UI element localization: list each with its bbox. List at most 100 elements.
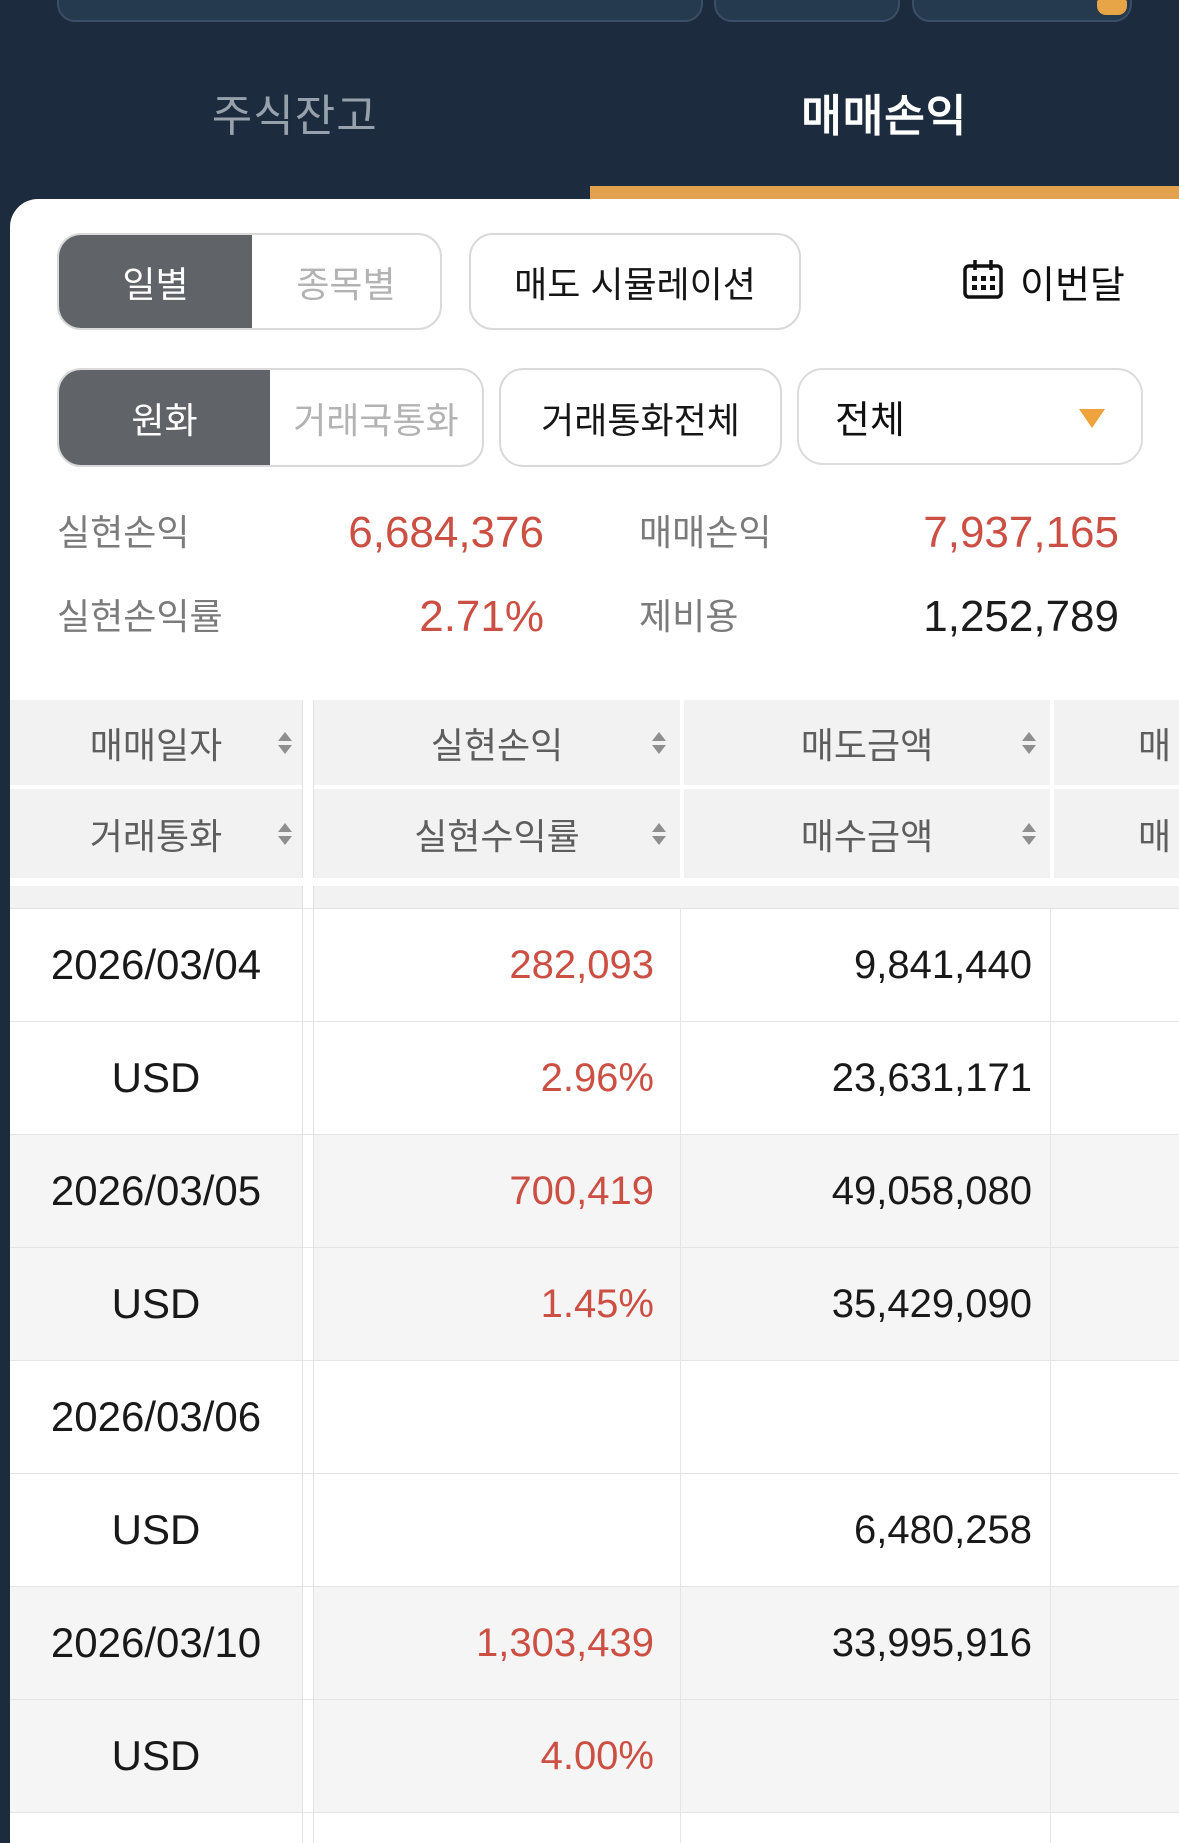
- segment-daily[interactable]: 일별: [59, 235, 252, 328]
- table-row[interactable]: USD 4.00%: [10, 1699, 1179, 1812]
- trading-pl-value: 7,937,165: [923, 508, 1119, 557]
- topbar-button-left[interactable]: [714, 0, 900, 22]
- table-row[interactable]: USD 2.96% 23,631,171: [10, 1021, 1179, 1134]
- header-col4-label: 매: [1138, 815, 1172, 857]
- month-label: 이번달: [1020, 265, 1125, 307]
- cell-realized-return: [314, 1473, 680, 1586]
- all-trade-currency-button[interactable]: 거래통화전체: [499, 368, 782, 467]
- segment-by-symbol[interactable]: 종목별: [296, 263, 396, 305]
- header-buy-amount[interactable]: 매수금액: [680, 789, 1050, 878]
- header-realized-pl[interactable]: 실현손익: [314, 700, 680, 789]
- filter-dropdown[interactable]: 전체: [797, 368, 1143, 465]
- header-realized-return-label: 실현수익률: [414, 815, 580, 857]
- cell-col4: [1050, 1699, 1179, 1812]
- partial-row-bottom: [10, 1812, 1179, 1843]
- cell-realized-return: 4.00%: [314, 1699, 680, 1812]
- tab-stock-balance[interactable]: 주식잔고: [211, 91, 378, 141]
- realized-pl-label: 실현손익: [57, 512, 190, 553]
- partial-row-top: [10, 886, 1179, 908]
- frozen-column-separator: [302, 1247, 314, 1360]
- cell-col4: [1050, 1473, 1179, 1586]
- cell-trade-date: 2026/03/06: [10, 1360, 302, 1473]
- frozen-column-separator: [302, 1134, 314, 1247]
- frozen-column-separator: [302, 1360, 314, 1473]
- total-fees-label: 제비용: [639, 596, 739, 637]
- frozen-column-separator: [302, 789, 314, 878]
- calendar-icon: [961, 257, 1005, 306]
- chevron-down-icon: [1079, 409, 1105, 428]
- realized-pl-value: 6,684,376: [348, 508, 544, 557]
- view-mode-segment: 일별 종목별: [57, 233, 442, 330]
- cell-trade-date: 2026/03/05: [10, 1134, 302, 1247]
- month-selector[interactable]: 이번달: [961, 233, 1125, 330]
- table-header-row-1: 매매일자 실현손익 매도금액 매: [10, 700, 1179, 789]
- cell-col4: [1050, 1586, 1179, 1699]
- frozen-column-separator: [302, 908, 314, 1021]
- topbar-search-box[interactable]: [57, 0, 703, 22]
- frozen-column-separator: [302, 1021, 314, 1134]
- header-trade-currency[interactable]: 거래통화: [10, 789, 302, 878]
- header-trade-date[interactable]: 매매일자: [10, 700, 302, 789]
- segment-krw[interactable]: 원화: [59, 370, 270, 465]
- segment-local-currency[interactable]: 거래국통화: [293, 399, 459, 441]
- sort-icon[interactable]: [652, 731, 666, 754]
- dropdown-value: 전체: [835, 400, 905, 442]
- frozen-column-separator: [302, 1586, 314, 1699]
- tab-trading-pl[interactable]: 매매손익: [801, 91, 968, 141]
- header-col4-clipped[interactable]: 매: [1050, 789, 1179, 878]
- table-row[interactable]: USD 1.45% 35,429,090: [10, 1247, 1179, 1360]
- cell-col4: [1050, 1021, 1179, 1134]
- active-tab-indicator: [590, 186, 1179, 199]
- table-row[interactable]: 2026/03/04 282,093 9,841,440: [10, 908, 1179, 1021]
- table-row[interactable]: 2026/03/10 1,303,439 33,995,916: [10, 1586, 1179, 1699]
- table-row[interactable]: USD 6,480,258: [10, 1473, 1179, 1586]
- tab-bar: 주식잔고 매매손익: [0, 24, 1179, 199]
- cell-sell-amount: [680, 1360, 1050, 1473]
- sort-icon[interactable]: [278, 822, 292, 845]
- header-trade-currency-label: 거래통화: [89, 815, 223, 857]
- sort-icon[interactable]: [278, 731, 292, 754]
- realized-pl-rate-label: 실현손익률: [57, 596, 223, 637]
- cell-trade-currency: USD: [10, 1021, 302, 1134]
- cell-trade-currency: USD: [10, 1247, 302, 1360]
- cell-realized-return: 1.45%: [314, 1247, 680, 1360]
- cell-buy-amount: 35,429,090: [680, 1247, 1050, 1360]
- cell-trade-date: 2026/03/10: [10, 1586, 302, 1699]
- table-row[interactable]: 2026/03/05 700,419 49,058,080: [10, 1134, 1179, 1247]
- realized-pl-rate-value: 2.71%: [419, 592, 544, 641]
- header-col4-clipped[interactable]: 매: [1050, 700, 1179, 789]
- header-realized-return[interactable]: 실현수익률: [314, 789, 680, 878]
- total-fees-value: 1,252,789: [923, 592, 1119, 641]
- sort-icon[interactable]: [1022, 731, 1036, 754]
- content-sheet: 일별 종목별 매도 시뮬레이션 이번달 원: [10, 199, 1179, 1843]
- trading-pl-label: 매매손익: [639, 512, 772, 553]
- cell-col4: [1050, 908, 1179, 1021]
- currency-segment: 원화 거래국통화: [57, 368, 484, 467]
- header-sell-amount-label: 매도금액: [800, 724, 934, 766]
- cell-realized-pl: 700,419: [314, 1134, 680, 1247]
- cell-buy-amount: [680, 1699, 1050, 1812]
- cell-buy-amount: 23,631,171: [680, 1021, 1050, 1134]
- sort-icon[interactable]: [652, 822, 666, 845]
- cell-realized-return: 2.96%: [314, 1021, 680, 1134]
- frozen-column-separator: [302, 1699, 314, 1812]
- cell-col4: [1050, 1360, 1179, 1473]
- header-realized-pl-label: 실현손익: [430, 724, 564, 766]
- cell-col4: [1050, 1247, 1179, 1360]
- topbar-orange-badge: [1097, 0, 1127, 15]
- cell-realized-pl: [314, 1360, 680, 1473]
- header-sell-amount[interactable]: 매도금액: [680, 700, 1050, 789]
- cell-trade-currency: USD: [10, 1699, 302, 1812]
- pl-table: 매매일자 실현손익 매도금액 매 거래통화: [10, 700, 1179, 1843]
- cell-sell-amount: 33,995,916: [680, 1586, 1050, 1699]
- cell-buy-amount: 6,480,258: [680, 1473, 1050, 1586]
- cell-trade-currency: USD: [10, 1473, 302, 1586]
- table-row[interactable]: 2026/03/06: [10, 1360, 1179, 1473]
- sort-icon[interactable]: [1022, 822, 1036, 845]
- header-buy-amount-label: 매수금액: [800, 815, 934, 857]
- cell-sell-amount: 9,841,440: [680, 908, 1050, 1021]
- table-header-row-2: 거래통화 실현수익률 매수금액 매: [10, 789, 1179, 878]
- frozen-column-separator: [302, 700, 314, 789]
- sell-simulation-button[interactable]: 매도 시뮬레이션: [469, 233, 801, 330]
